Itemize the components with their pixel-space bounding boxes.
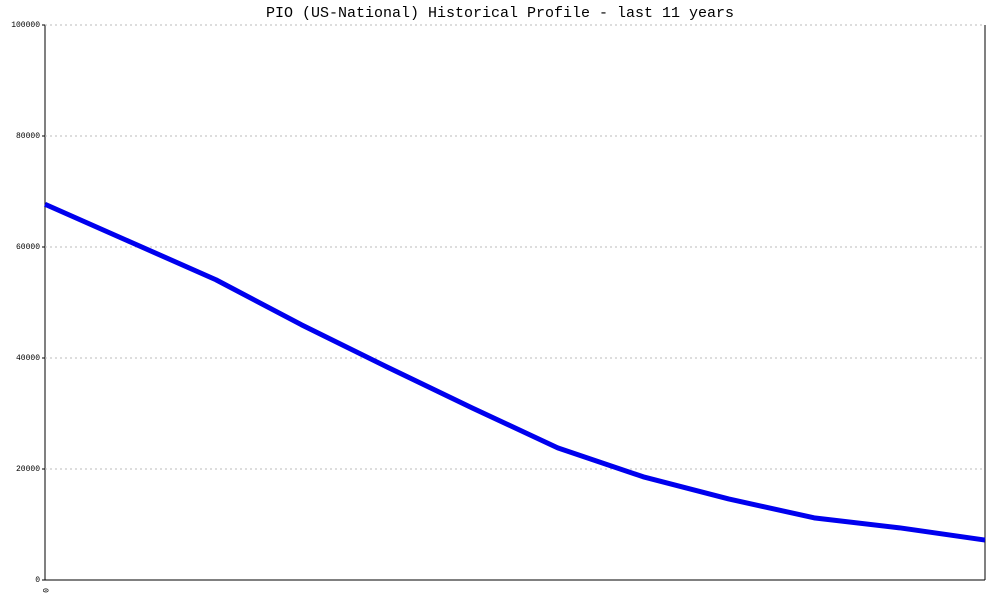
y-tick-label: 80000 [16,132,40,141]
y-tick-label: 60000 [16,243,40,252]
y-tick-label: 100000 [11,21,40,30]
x-tick-label: 0 [40,588,49,593]
series-line [43,201,986,543]
y-tick-label: 20000 [16,465,40,474]
chart-title: PIO (US-National) Historical Profile - l… [266,5,734,22]
y-tick-label: 40000 [16,354,40,363]
y-tick-label: 0 [35,576,40,585]
